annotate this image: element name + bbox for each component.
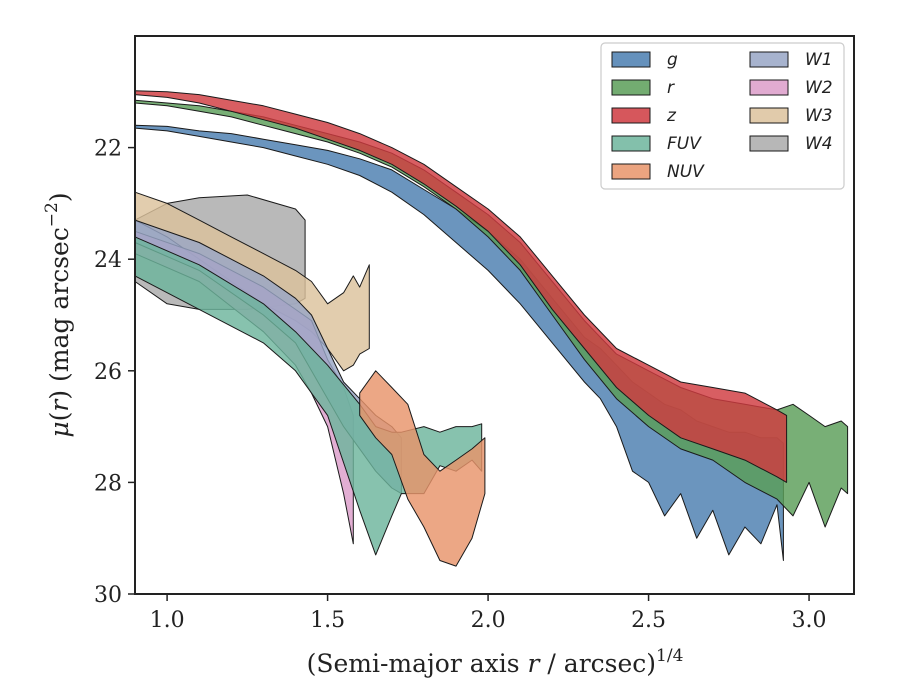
y-tick-label: 24 <box>94 248 122 273</box>
y-tick-label: 22 <box>94 137 122 162</box>
x-tick-label: 1.0 <box>150 608 185 633</box>
x-axis-label-part: / arcsec) <box>539 649 656 678</box>
x-tick-label: 1.5 <box>310 608 345 633</box>
legend-swatch-z <box>611 107 651 124</box>
legend-items: grz FUV NUV W1 W2 W3 W4 <box>611 50 833 182</box>
band-series <box>134 90 849 567</box>
x-tick-label: 2.0 <box>471 608 506 633</box>
y-axis-label-part: ) <box>45 192 74 202</box>
y-tick-label: 28 <box>94 471 122 496</box>
x-axis-label: (Semi-major axis r / arcsec)1/4 <box>307 646 684 678</box>
legend-swatch-w2 <box>749 79 789 96</box>
y-axis-label-var: r <box>45 398 74 412</box>
series-band-nuv <box>359 370 486 567</box>
y-tick-label: 26 <box>94 360 122 385</box>
x-tick-label: 2.5 <box>631 608 666 633</box>
legend-label-w2: W2 <box>805 78 833 98</box>
legend-label-z: z <box>666 106 677 126</box>
legend-swatch-w1 <box>749 51 789 68</box>
legend-label-w4: W4 <box>805 134 833 154</box>
legend-label-w3: W3 <box>805 106 833 126</box>
legend-swatch-fuv <box>611 135 651 152</box>
y-axis-label-part: ) (mag arcsec <box>45 227 74 400</box>
y-tick-label: 30 <box>94 583 122 608</box>
y-axis-label-part: ( <box>45 412 74 422</box>
y-axis-ticks: 22 24 26 28 30 <box>94 137 135 608</box>
x-axis-label-part: (Semi-major axis <box>307 649 528 678</box>
legend-label-g: g <box>667 50 678 70</box>
y-axis-label-symbol: μ <box>45 421 74 437</box>
y-axis-label: μ(r) (mag arcsec−2) <box>42 192 74 437</box>
plot-frame <box>134 35 855 595</box>
legend-label-r: r <box>667 78 675 98</box>
legend-swatch-w4 <box>749 135 789 152</box>
legend-swatch-nuv <box>611 163 651 180</box>
legend-swatch-w3 <box>749 107 789 124</box>
legend: grz FUV NUV W1 W2 W3 W4 <box>600 42 845 190</box>
x-axis-label-exponent: 1/4 <box>656 646 683 666</box>
x-tick-label: 3.0 <box>792 608 827 633</box>
legend-label-w1: W1 <box>805 50 833 70</box>
legend-label-fuv: FUV <box>667 134 702 154</box>
legend-swatch-g <box>611 51 651 68</box>
legend-label-nuv: NUV <box>667 162 705 182</box>
x-axis-ticks: 1.0 1.5 2.0 2.5 3.0 <box>150 594 827 633</box>
legend-swatch-r <box>611 79 651 96</box>
y-axis-label-exponent: −2 <box>42 202 62 227</box>
series-band-z <box>134 90 788 483</box>
x-axis-label-var: r <box>528 649 542 678</box>
